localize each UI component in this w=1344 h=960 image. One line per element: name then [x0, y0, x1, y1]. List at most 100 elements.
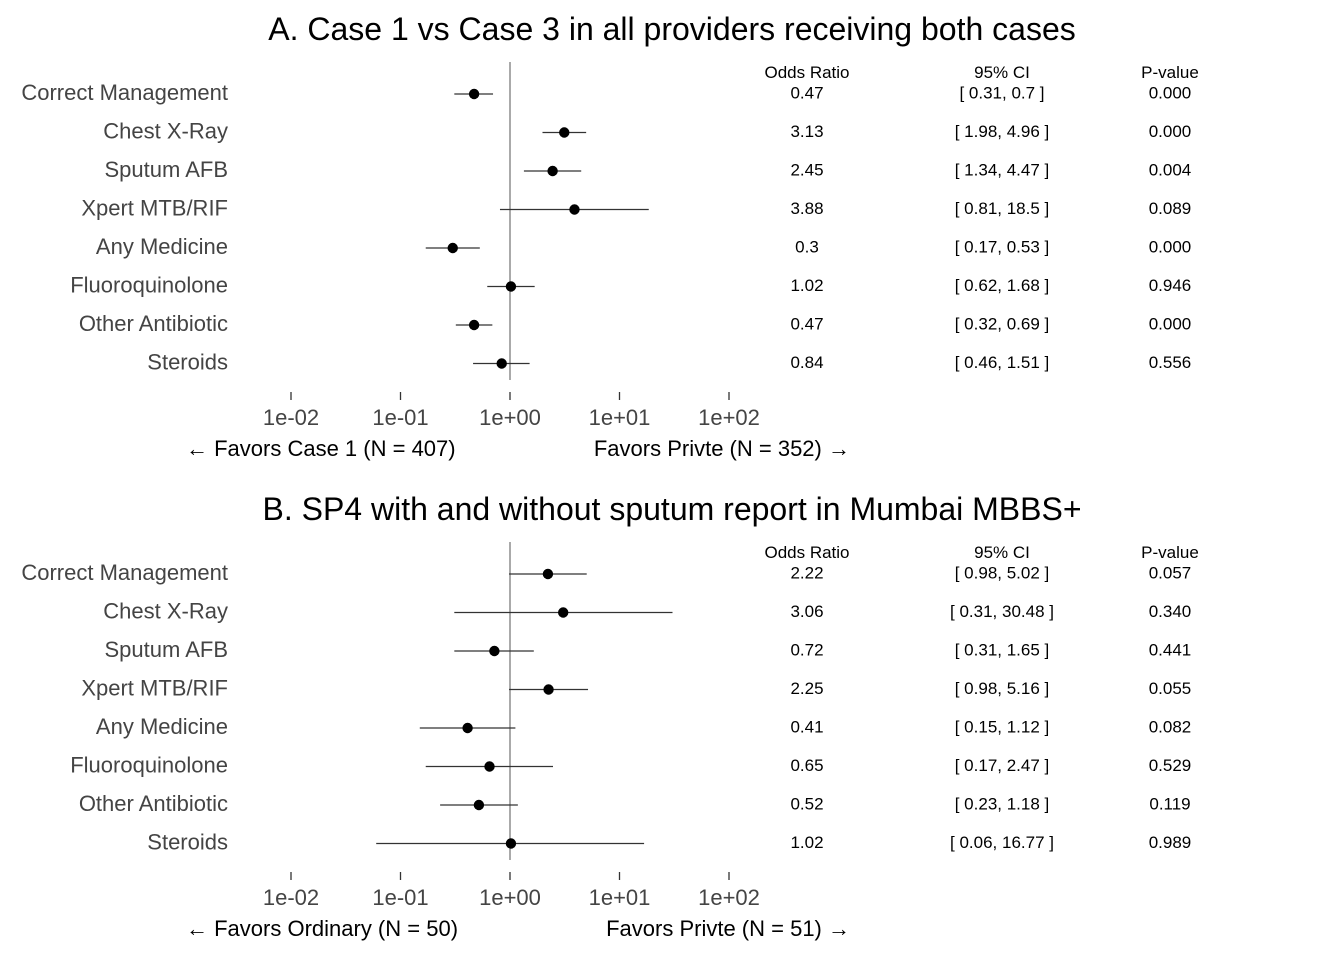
odds-ratio-point: [543, 684, 554, 695]
odds-ratio-value: 2.25: [790, 679, 823, 698]
odds-ratio-point: [473, 799, 485, 811]
odds-ratio-value: 3.13: [790, 122, 823, 141]
x-tick-label: 1e+02: [698, 885, 760, 910]
ci-value: [ 0.17, 2.47 ]: [955, 756, 1050, 775]
p-value: 0.556: [1149, 353, 1192, 372]
ci-value: [ 0.98, 5.02 ]: [955, 563, 1050, 582]
x-tick-label: 1e-02: [263, 885, 319, 910]
ci-value: [ 0.15, 1.12 ]: [955, 717, 1050, 736]
odds-ratio-point: [505, 838, 517, 849]
column-header: 95% CI: [974, 543, 1030, 562]
ci-value: [ 0.98, 5.16 ]: [955, 679, 1050, 698]
odds-ratio-point: [569, 204, 580, 215]
column-header: P-value: [1141, 543, 1199, 562]
p-value: 0.441: [1149, 640, 1192, 659]
row-label: Xpert MTB/RIF: [81, 675, 228, 700]
p-value: 0.000: [1149, 122, 1192, 141]
ci-value: [ 0.31, 0.7 ]: [959, 83, 1044, 102]
x-tick-label: 1e+02: [698, 405, 760, 430]
odds-ratio-value: 0.52: [790, 794, 823, 813]
p-value: 0.989: [1149, 833, 1192, 852]
p-value: 0.082: [1149, 717, 1192, 736]
favor-left-label: ← Favors Ordinary (N = 50): [186, 916, 458, 941]
p-value: 0.119: [1149, 794, 1190, 813]
x-tick-label: 1e-01: [372, 405, 428, 430]
row-label: Other Antibiotic: [79, 791, 228, 816]
odds-ratio-point: [468, 88, 480, 100]
row-label: Steroids: [147, 349, 228, 374]
favor-left-label: ← Favors Case 1 (N = 407): [186, 436, 456, 461]
x-tick-label: 1e+01: [589, 885, 651, 910]
odds-ratio-value: 3.88: [790, 199, 823, 218]
ci-value: [ 0.31, 1.65 ]: [955, 640, 1050, 659]
row-label: Correct Management: [21, 560, 228, 585]
column-header: Odds Ratio: [764, 543, 849, 562]
p-value: 0.004: [1149, 160, 1192, 179]
odds-ratio-value: 0.72: [790, 640, 823, 659]
p-value: 0.529: [1149, 756, 1192, 775]
ci-value: [ 0.32, 0.69 ]: [955, 314, 1050, 333]
odds-ratio-value: 0.3: [795, 237, 819, 256]
p-value: 0.089: [1149, 199, 1192, 218]
p-value: 0.000: [1149, 83, 1192, 102]
odds-ratio-value: 3.06: [790, 602, 823, 621]
row-label: Xpert MTB/RIF: [81, 195, 228, 220]
row-label: Sputum AFB: [104, 157, 228, 182]
favor-right-label: Favors Privte (N = 51) →: [606, 916, 850, 941]
ci-value: [ 0.17, 0.53 ]: [955, 237, 1050, 256]
row-label: Fluoroquinolone: [70, 272, 228, 297]
odds-ratio-point: [468, 319, 480, 331]
row-label: Other Antibiotic: [79, 311, 228, 336]
column-header: 95% CI: [974, 63, 1030, 82]
row-label: Chest X-Ray: [103, 598, 228, 623]
panel-title: A. Case 1 vs Case 3 in all providers rec…: [268, 11, 1076, 47]
odds-ratio-value: 2.22: [790, 563, 823, 582]
odds-ratio-value: 1.02: [790, 833, 823, 852]
x-tick-label: 1e+00: [479, 885, 541, 910]
odds-ratio-point: [559, 127, 570, 138]
odds-ratio-value: 0.84: [790, 353, 823, 372]
ci-value: [ 0.62, 1.68 ]: [955, 276, 1050, 295]
odds-ratio-value: 1.02: [790, 276, 823, 295]
panel-b: B. SP4 with and without sputum report in…: [21, 491, 1198, 941]
p-value: 0.000: [1149, 314, 1192, 333]
p-value: 0.340: [1149, 602, 1192, 621]
odds-ratio-point: [447, 242, 458, 254]
x-tick-label: 1e-01: [372, 885, 428, 910]
odds-ratio-point: [489, 645, 500, 657]
ci-value: [ 0.46, 1.51 ]: [955, 353, 1050, 372]
row-label: Any Medicine: [96, 714, 228, 739]
row-label: Chest X-Ray: [103, 118, 228, 143]
p-value: 0.000: [1149, 237, 1192, 256]
row-label: Fluoroquinolone: [70, 752, 228, 777]
odds-ratio-point: [484, 761, 495, 772]
p-value: 0.055: [1149, 679, 1192, 698]
row-label: Correct Management: [21, 80, 228, 105]
row-label: Sputum AFB: [104, 637, 228, 662]
odds-ratio-point: [547, 165, 558, 177]
p-value: 0.946: [1149, 276, 1192, 295]
odds-ratio-point: [496, 358, 507, 369]
odds-ratio-value: 0.47: [790, 314, 823, 333]
x-tick-label: 1e-02: [263, 405, 319, 430]
p-value: 0.057: [1149, 563, 1192, 582]
x-tick-label: 1e+00: [479, 405, 541, 430]
row-label: Any Medicine: [96, 234, 228, 259]
ci-value: [ 1.98, 4.96 ]: [955, 122, 1050, 141]
x-tick-label: 1e+01: [589, 405, 651, 430]
odds-ratio-value: 0.41: [790, 717, 823, 736]
ci-value: [ 1.34, 4.47 ]: [955, 160, 1050, 179]
panel-title: B. SP4 with and without sputum report in…: [262, 491, 1081, 527]
column-header: Odds Ratio: [764, 63, 849, 82]
odds-ratio-point: [462, 722, 473, 734]
ci-value: [ 0.06, 16.77 ]: [950, 833, 1054, 852]
odds-ratio-value: 2.45: [790, 160, 823, 179]
ci-value: [ 0.31, 30.48 ]: [950, 602, 1054, 621]
odds-ratio-point: [542, 568, 554, 580]
ci-value: [ 0.81, 18.5 ]: [955, 199, 1050, 218]
row-label: Steroids: [147, 829, 228, 854]
ci-value: [ 0.23, 1.18 ]: [955, 794, 1050, 813]
panel-a: A. Case 1 vs Case 3 in all providers rec…: [21, 11, 1198, 461]
odds-ratio-value: 0.65: [790, 756, 823, 775]
